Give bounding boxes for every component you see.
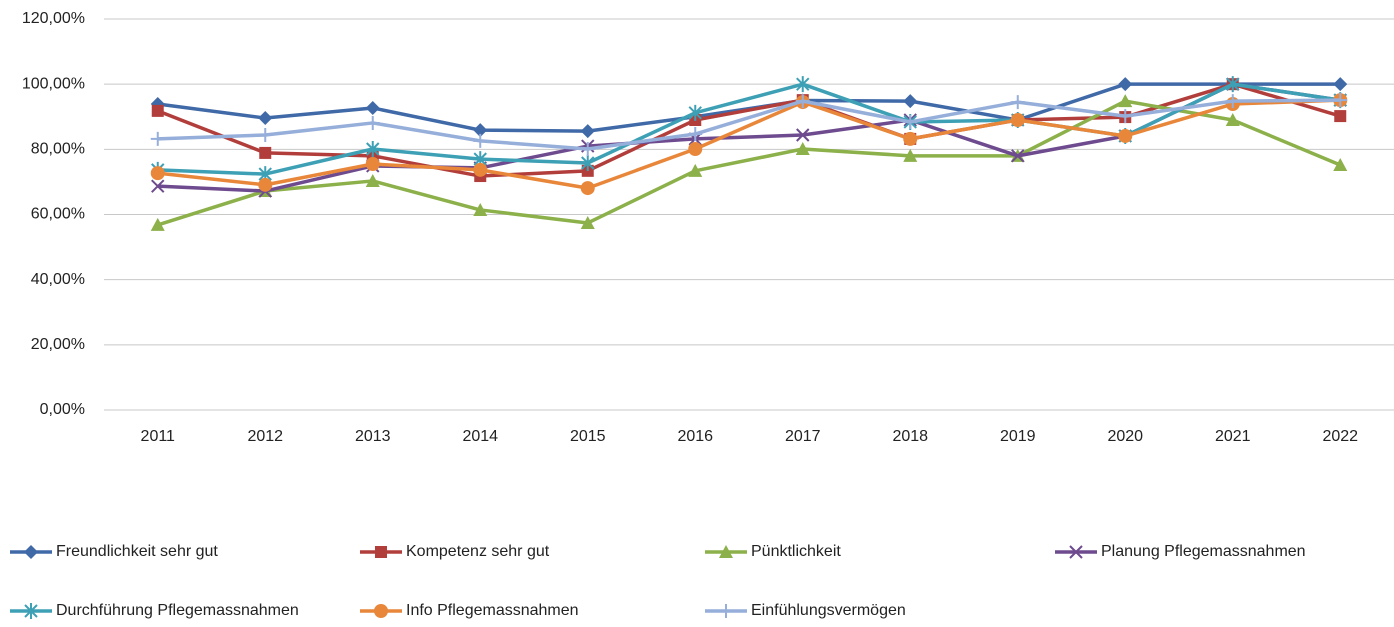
y-tick-label: 20,00% xyxy=(31,336,85,353)
series-line xyxy=(157,82,1341,176)
marker xyxy=(688,163,703,177)
legend-item: Kompetenz sehr gut xyxy=(360,543,550,560)
legend-label: Info Pflegemassnahmen xyxy=(406,602,579,619)
marker xyxy=(1010,95,1025,110)
marker xyxy=(1010,113,1025,128)
marker xyxy=(795,94,810,109)
legend-item: Pünktlichkeit xyxy=(705,543,841,560)
legend-label: Einfühlungsvermögen xyxy=(751,602,906,619)
marker xyxy=(581,155,595,172)
y-tick-label: 100,00% xyxy=(22,75,85,92)
marker xyxy=(795,142,810,156)
marker xyxy=(258,177,273,192)
marker xyxy=(151,179,165,193)
marker xyxy=(1118,128,1133,143)
marker xyxy=(1333,157,1348,171)
y-tick-label: 120,00% xyxy=(22,10,85,27)
marker xyxy=(1333,93,1348,108)
marker xyxy=(903,131,918,146)
marker xyxy=(150,131,165,146)
y-tick-label: 60,00% xyxy=(31,206,85,223)
x-tick-label: 2020 xyxy=(1107,428,1143,445)
marker xyxy=(258,127,273,142)
series-line xyxy=(157,82,1341,178)
series-markers xyxy=(150,93,1348,157)
marker xyxy=(719,604,733,618)
marker xyxy=(151,104,164,117)
series-line xyxy=(157,99,1341,227)
marker xyxy=(258,111,273,126)
legend-item: Planung Pflegemassnahmen xyxy=(1055,543,1306,560)
marker xyxy=(365,115,380,130)
x-tick-label: 2017 xyxy=(785,428,821,445)
x-tick-label: 2011 xyxy=(141,428,176,445)
x-tick-label: 2018 xyxy=(892,428,928,445)
marker xyxy=(375,546,387,558)
marker xyxy=(688,127,703,142)
x-tick-label: 2022 xyxy=(1322,428,1358,445)
marker xyxy=(580,181,595,196)
marker xyxy=(580,142,595,157)
marker xyxy=(24,545,38,559)
marker xyxy=(366,141,380,158)
marker xyxy=(473,133,488,148)
x-tick-label: 2015 xyxy=(570,428,606,445)
marker xyxy=(473,162,488,177)
marker xyxy=(903,148,918,162)
marker xyxy=(1226,76,1240,93)
marker xyxy=(796,128,810,142)
marker xyxy=(1011,149,1025,163)
legend-label: Pünktlichkeit xyxy=(751,543,841,560)
series-line xyxy=(157,98,1341,190)
y-tick-label: 80,00% xyxy=(31,141,85,158)
legend-label: Kompetenz sehr gut xyxy=(406,543,550,560)
marker xyxy=(1069,545,1083,559)
legend-label: Durchführung Pflegemassnahmen xyxy=(56,602,299,619)
marker xyxy=(1334,110,1347,123)
marker xyxy=(796,76,810,93)
x-tick-label: 2021 xyxy=(1215,428,1251,445)
marker xyxy=(1118,94,1133,108)
marker xyxy=(1225,94,1240,109)
marker xyxy=(1118,109,1133,124)
legend-item: Einfühlungsvermögen xyxy=(705,602,906,619)
legend-item: Info Pflegemassnahmen xyxy=(360,602,579,619)
x-tick-label: 2013 xyxy=(355,428,391,445)
x-tick-label: 2012 xyxy=(247,428,283,445)
y-tick-label: 0,00% xyxy=(40,401,85,418)
marker xyxy=(473,123,488,138)
marker xyxy=(688,104,702,121)
marker xyxy=(719,545,733,558)
marker xyxy=(365,173,380,187)
marker xyxy=(374,604,388,618)
x-tick-label: 2019 xyxy=(1000,428,1036,445)
marker xyxy=(150,217,165,231)
legend-label: Freundlichkeit sehr gut xyxy=(56,543,218,560)
x-tick-label: 2014 xyxy=(462,428,498,445)
marker xyxy=(24,603,38,619)
legend-label: Planung Pflegemassnahmen xyxy=(1101,543,1306,560)
marker xyxy=(150,166,165,181)
y-tick-label: 40,00% xyxy=(31,271,85,288)
marker xyxy=(580,215,595,229)
marker xyxy=(688,142,703,157)
series-markers xyxy=(151,78,1347,183)
marker xyxy=(365,156,380,171)
marker xyxy=(580,124,595,139)
legend-item: Durchführung Pflegemassnahmen xyxy=(10,602,299,619)
marker xyxy=(365,100,380,115)
marker xyxy=(1333,77,1348,92)
marker xyxy=(259,146,272,159)
marker xyxy=(903,94,918,109)
x-tick-label: 2016 xyxy=(677,428,713,445)
legend-item: Freundlichkeit sehr gut xyxy=(10,543,218,560)
marker xyxy=(1118,77,1133,92)
marker xyxy=(903,114,918,129)
series-line xyxy=(157,98,1341,151)
marker xyxy=(473,202,488,216)
marker xyxy=(1225,113,1240,127)
